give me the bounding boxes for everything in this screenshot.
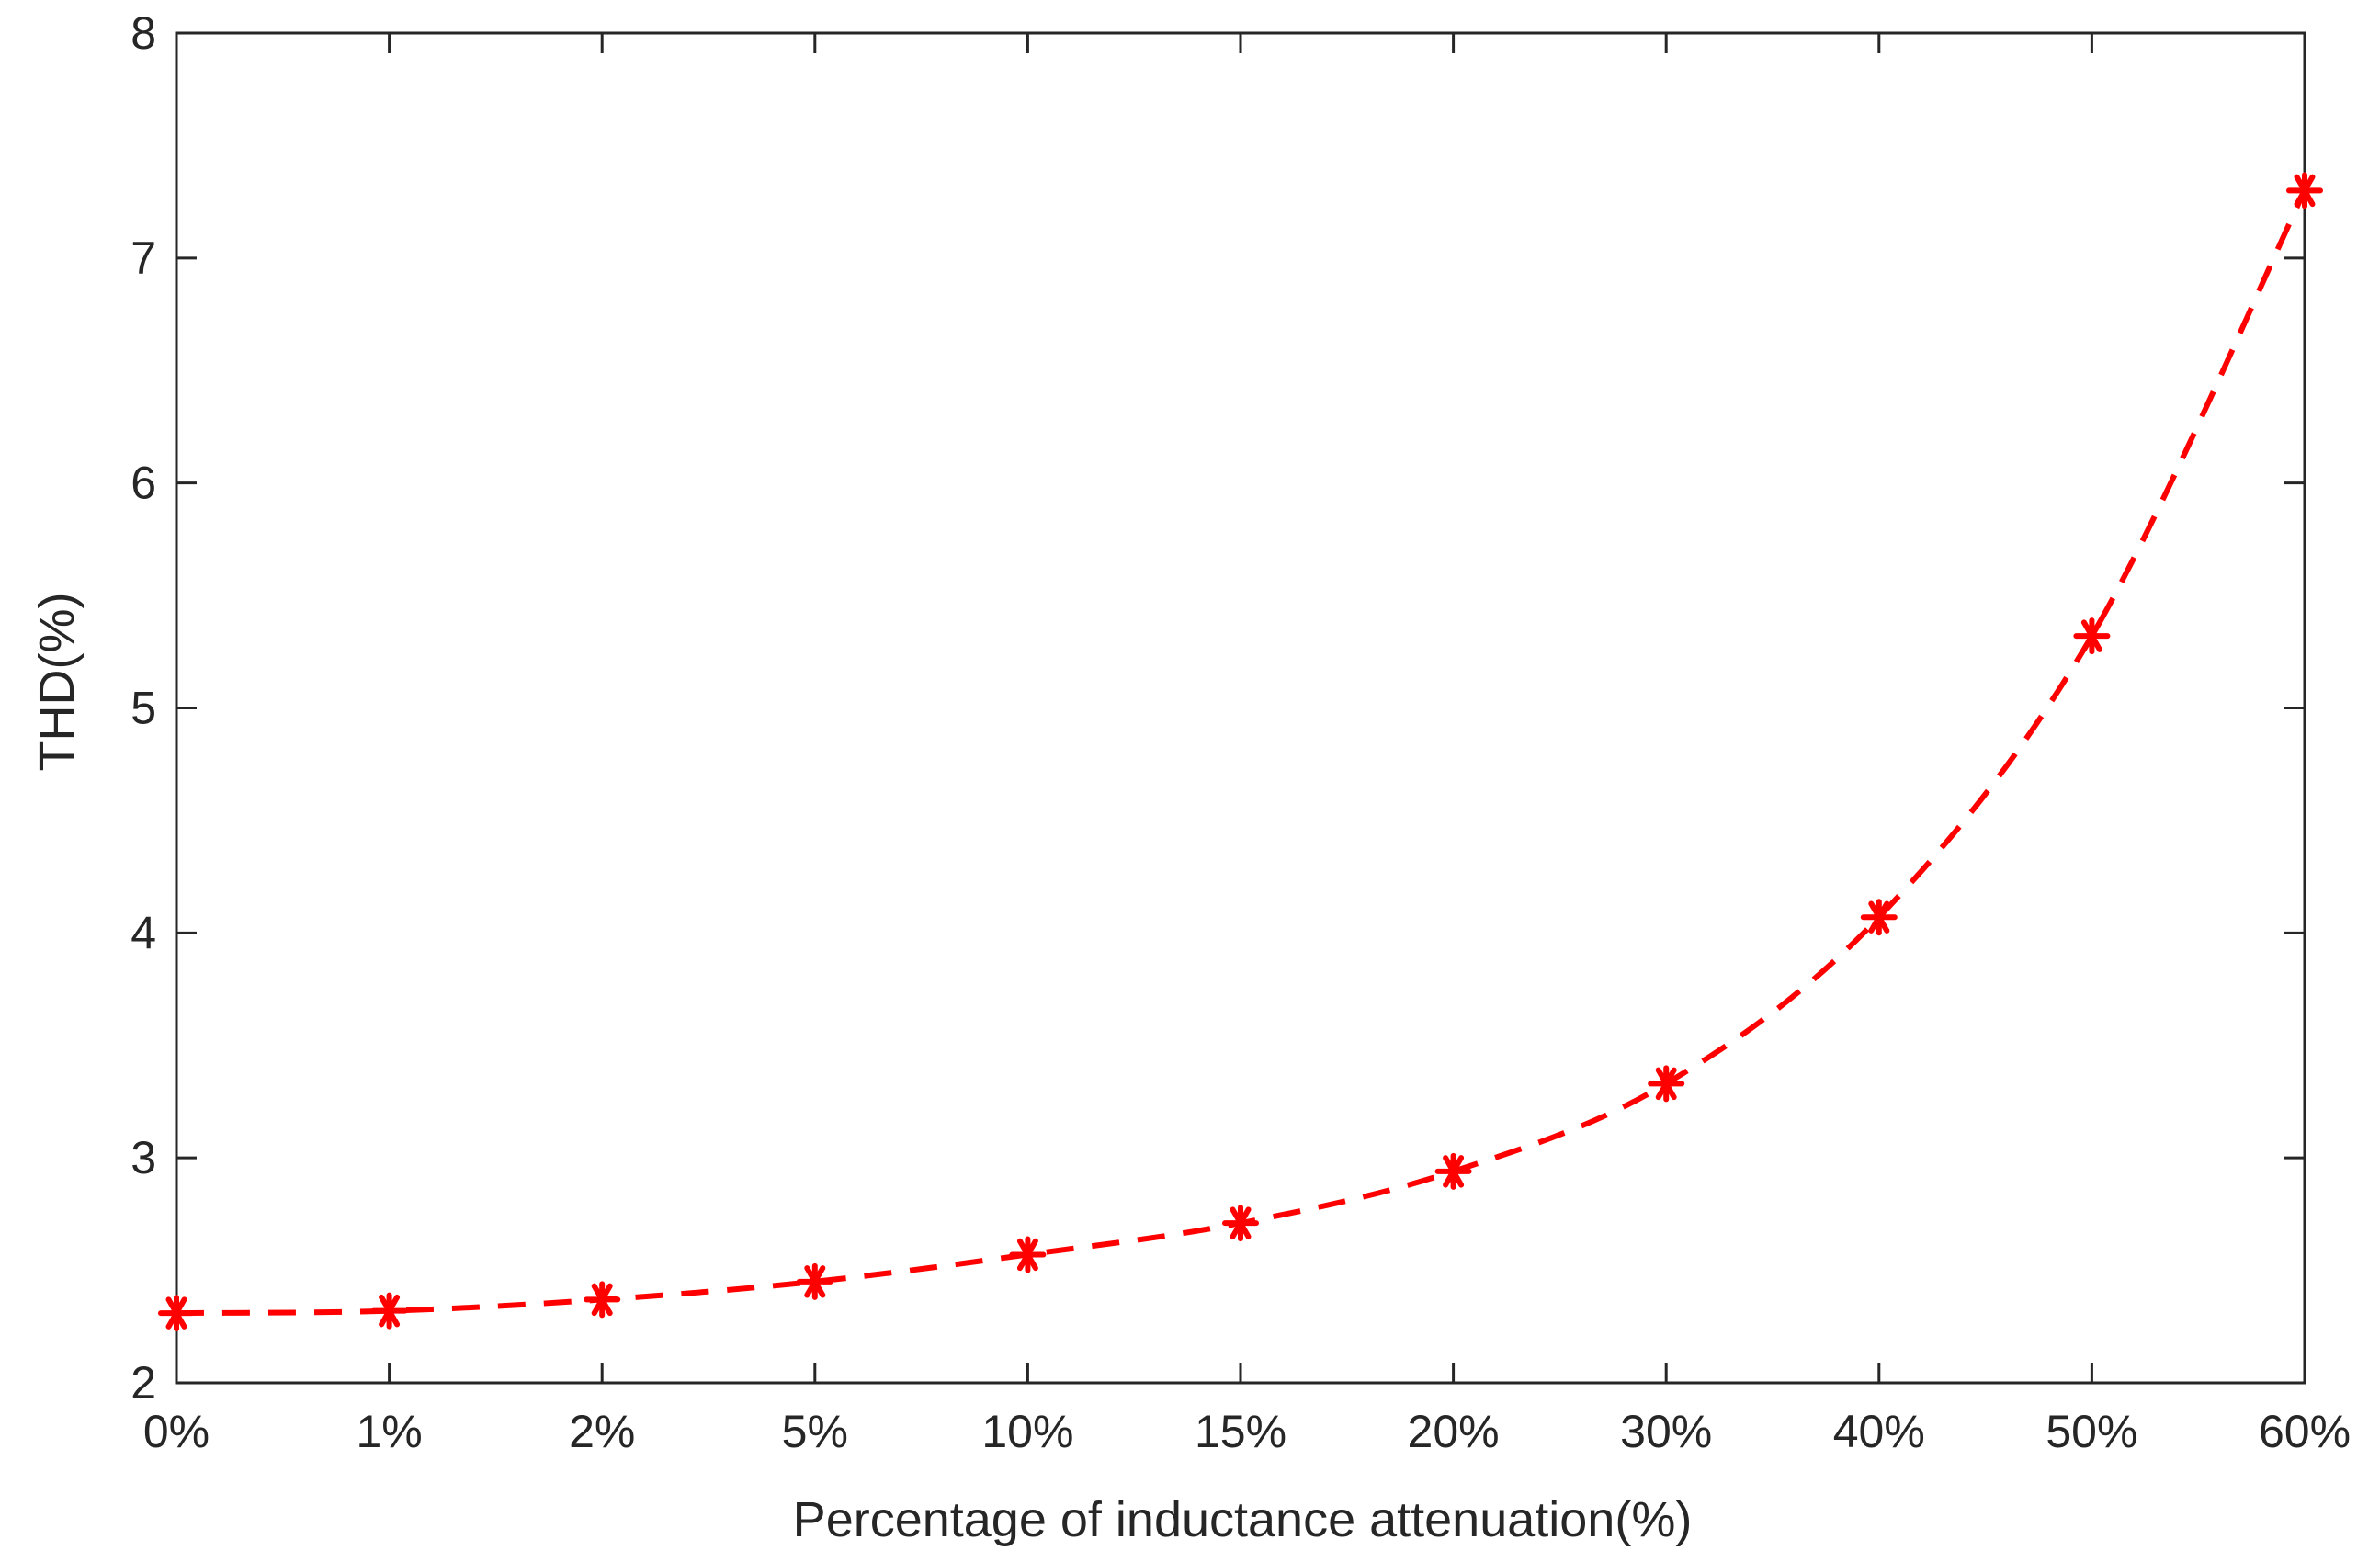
labels-layer: Percentage of inductance attenuation(%) … [29,593,1692,1547]
data-point-marker [158,1295,195,1332]
x-tick-label: 10% [981,1406,1073,1457]
x-tick-label: 2% [569,1406,635,1457]
data-point-marker [1222,1205,1259,1242]
x-tick-label: 0% [143,1406,210,1457]
data-point-marker [584,1281,621,1319]
series-layer [158,172,2323,1332]
x-tick-label: 20% [1408,1406,1500,1457]
y-tick-label: 7 [130,232,156,284]
plot-frame [175,31,2306,1385]
y-tick-label: 6 [130,458,156,509]
x-tick-label: 5% [782,1406,848,1457]
x-tick-label: 50% [2046,1406,2137,1457]
x-tick-label: 40% [1833,1406,1925,1457]
series-line [176,189,2307,1317]
y-tick-label: 8 [130,7,156,59]
y-tick-label: 4 [130,907,156,958]
data-point-marker [1648,1065,1685,1103]
y-tick-label: 2 [130,1357,156,1409]
x-tick-label: 1% [356,1406,422,1457]
data-point-marker [370,1292,408,1330]
data-point-marker [1009,1236,1047,1273]
x-tick-label: 15% [1195,1406,1286,1457]
y-axis-label: THD(%) [29,593,85,772]
axes-layer: 2 3 4 5 6 7 8 0% 1% 2% 5% 10% 15% 20% 30% 40% 50% 60% [130,7,2351,1457]
data-point-marker [2286,172,2323,209]
data-point-marker [2073,617,2111,655]
y-tick-label: 5 [130,683,156,734]
x-tick-label: 30% [1620,1406,1712,1457]
x-tick-label: 60% [2259,1406,2351,1457]
y-tick-label: 3 [130,1132,156,1183]
data-point-marker [1434,1152,1472,1190]
x-axis-label: Percentage of inductance attenuation(%) [793,1492,1693,1547]
data-point-marker [796,1262,833,1300]
data-point-marker [1860,899,1898,936]
